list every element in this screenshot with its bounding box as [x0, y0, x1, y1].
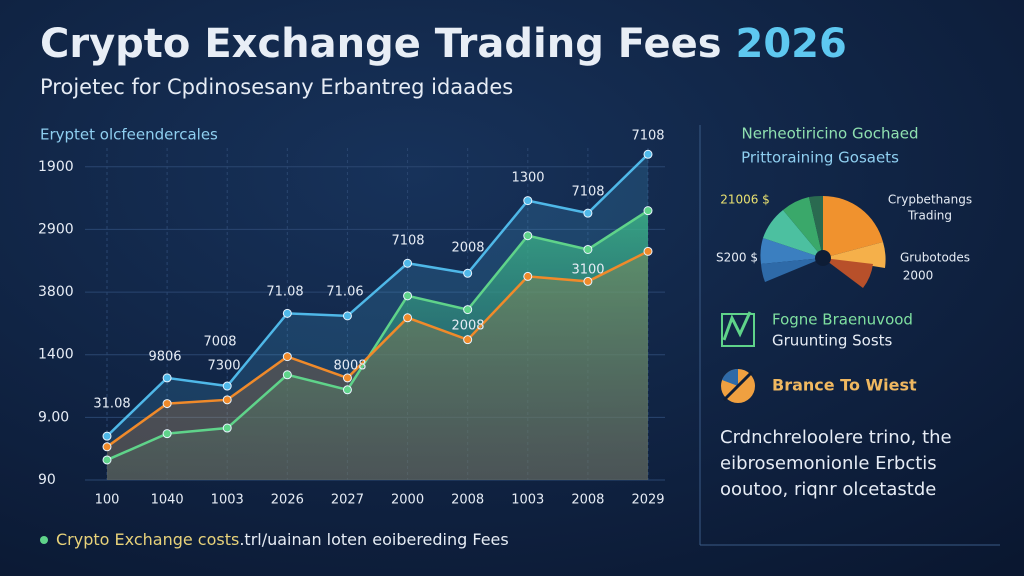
marker: [282, 370, 292, 380]
item-text: Gruunting Sosts: [772, 332, 893, 350]
y-tick-label: 1900: [38, 159, 74, 175]
x-tick-label: 2026: [271, 493, 304, 508]
annotation: 8008: [333, 359, 366, 374]
annotation: 7108: [631, 129, 664, 144]
marker: [463, 305, 473, 315]
marker: [102, 431, 112, 441]
fan-label: 2000: [903, 269, 934, 283]
marker: [162, 373, 172, 383]
marker: [282, 308, 292, 318]
fan-label: S200 $: [716, 251, 758, 265]
legend-dot: [40, 536, 48, 544]
marker: [643, 149, 653, 159]
x-tick-label: 100: [95, 493, 120, 508]
marker: [643, 206, 653, 216]
icon: [721, 368, 755, 403]
y-tick-label: 2900: [38, 221, 74, 237]
x-tick-label: 2027: [331, 493, 364, 508]
line: [106, 153, 649, 438]
annotation: 7108: [571, 185, 604, 200]
annotation: 3100: [571, 263, 604, 278]
marker: [403, 291, 413, 301]
y-tick-label: 1400: [38, 347, 74, 363]
marker: [342, 373, 352, 383]
line: [106, 209, 649, 462]
x-tick-label: 2008: [571, 493, 604, 508]
marker: [523, 271, 533, 281]
subtitle: Projetec for Cpdinosesany Erbantreg idaa…: [40, 75, 513, 99]
x-tick-label: 2008: [451, 493, 484, 508]
fan-label: 21006 $: [720, 193, 770, 207]
marker: [222, 423, 232, 433]
marker: [102, 442, 112, 452]
x-tick-label: 1003: [511, 493, 544, 508]
line: [106, 250, 649, 448]
side-title: Prittoraining Gosaets: [741, 149, 899, 167]
annotation: 7300: [207, 359, 240, 374]
marker: [342, 385, 352, 395]
paragraph: Crdnchreloolere trino, the: [720, 427, 952, 448]
annotation: 9806: [148, 350, 181, 365]
side-title: Nerheotiricino Gochaed: [741, 125, 918, 143]
x-tick-label: 1040: [151, 493, 184, 508]
fan-label: Trading: [907, 209, 952, 223]
marker: [403, 258, 413, 268]
marker: [102, 455, 112, 465]
paragraph: ooutoo, riqnr olcetastde: [720, 479, 936, 500]
marker: [583, 208, 593, 218]
panel-title: Eryptet olcfeendercales: [40, 126, 218, 144]
marker: [162, 399, 172, 409]
legend-text: Crypto Exchange costs.trl/uainan loten e…: [56, 530, 509, 549]
item-title: Brance To Wiest: [772, 376, 917, 395]
fan-label: Grubotodes: [900, 251, 970, 265]
marker: [463, 335, 473, 345]
marker: [463, 268, 473, 278]
plot: 90 9.00 1400 3800 2900 1900 100 1040 1003 2026 202…: [38, 129, 665, 508]
fan-label: Crypbethangs: [888, 193, 972, 207]
x-tick-label: 1003: [211, 493, 244, 508]
y-tick-label: 90: [38, 472, 56, 488]
marker: [583, 244, 593, 254]
annotation: 2008: [451, 319, 484, 334]
marker: [643, 246, 653, 256]
marker: [342, 311, 352, 321]
annotation: 71.06: [326, 285, 363, 300]
marker: [282, 352, 292, 362]
item-title: Fogne Braenuvood: [772, 311, 913, 329]
annotation: 7108: [391, 234, 424, 249]
marker: [523, 231, 533, 241]
annotation: 2008: [451, 241, 484, 256]
x-tick-label: 2029: [631, 493, 664, 508]
x-tick-label: 2000: [391, 493, 424, 508]
annotation: 31.08: [93, 397, 130, 412]
title: Crypto Exchange Trading Fees 2026: [40, 21, 847, 67]
y-tick-label: 3800: [38, 284, 74, 300]
marker: [523, 196, 533, 206]
annotation: 1300: [511, 171, 544, 186]
icon: [721, 311, 755, 347]
annotation: 71.08: [266, 285, 303, 300]
marker: [222, 381, 232, 391]
marker: [583, 276, 593, 286]
y-tick-label: 9.00: [38, 409, 69, 425]
fan: [760, 195, 886, 288]
area: [107, 251, 648, 480]
paragraph: eibrosemonionle Erbctis: [720, 453, 937, 474]
marker: [403, 313, 413, 323]
marker: [222, 395, 232, 405]
annotation: 7008: [203, 335, 236, 350]
marker: [162, 429, 172, 439]
area: [107, 210, 648, 480]
